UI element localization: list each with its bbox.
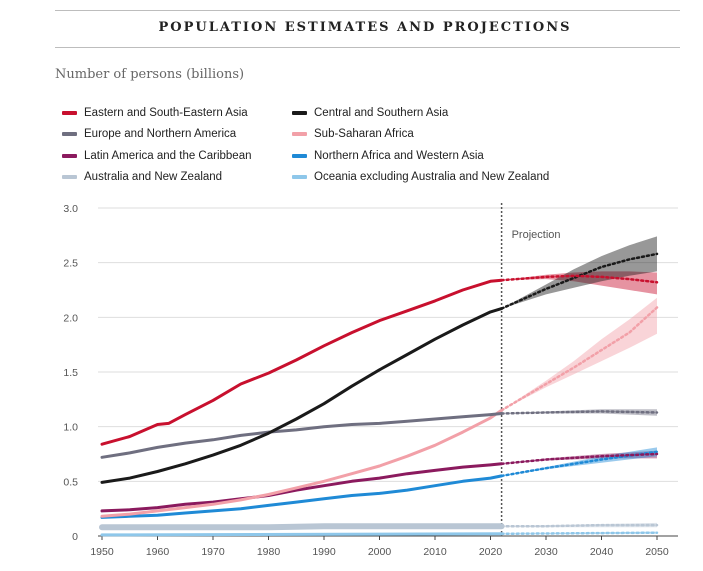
y-tick-label: 0.5	[63, 476, 78, 488]
legend-swatch	[292, 154, 307, 158]
x-tick-label: 2050	[645, 546, 669, 558]
series-line	[100, 474, 504, 519]
legend-label: Central and Southern Asia	[314, 107, 449, 119]
projection-label: Projection	[512, 229, 561, 241]
legend-item-oceania: Oceania excluding Australia and New Zeal…	[292, 171, 549, 183]
y-tick-label: 2.0	[63, 312, 78, 324]
x-tick-label: 1960	[146, 546, 170, 558]
legend-swatch	[62, 175, 77, 179]
legend-item-sub-saharan: Sub-Saharan Africa	[292, 128, 414, 140]
legend-item-australia-nz: Australia and New Zealand	[62, 171, 222, 183]
y-axis-label: Number of persons (billions)	[55, 67, 245, 82]
legend-label: Latin America and the Caribbean	[84, 150, 252, 162]
y-tick-label: 2.5	[63, 258, 78, 270]
legend-label: Oceania excluding Australia and New Zeal…	[314, 171, 550, 183]
legend-swatch	[62, 111, 77, 115]
x-tick-label: 1980	[257, 546, 281, 558]
legend-item-europe: Europe and Northern America	[62, 128, 236, 140]
projection-line	[500, 452, 659, 466]
legend-swatch	[62, 154, 77, 158]
x-tick-label: 2000	[368, 546, 392, 558]
legend-swatch	[292, 132, 307, 136]
top-rule	[55, 10, 680, 11]
projection-band	[501, 297, 657, 411]
legend-label: Northern Africa and Western Asia	[314, 150, 484, 162]
chart-title: POPULATION ESTIMATES AND PROJECTIONS	[158, 20, 572, 35]
projection-line	[500, 523, 659, 528]
projection-line	[500, 306, 659, 412]
projection-line	[500, 274, 659, 284]
y-tick-label: 3.0	[63, 203, 78, 215]
projection-line	[500, 410, 659, 415]
legend-swatch	[292, 175, 307, 179]
projection-line	[500, 252, 659, 310]
legend-swatch	[292, 111, 307, 115]
legend-label: Australia and New Zealand	[84, 171, 223, 183]
series-line	[100, 408, 504, 518]
legend-item-central-asia: Central and Southern Asia	[292, 107, 448, 119]
title-rule	[55, 47, 680, 48]
x-tick-label: 1970	[201, 546, 225, 558]
x-tick-label: 2010	[423, 546, 447, 558]
x-tick-label: 2040	[590, 546, 614, 558]
x-tick-label: 2030	[534, 546, 558, 558]
legend-item-eastern-asia: Eastern and South-Eastern Asia	[62, 107, 248, 119]
y-tick-label: 1.0	[63, 422, 78, 434]
legend-label: Eastern and South-Eastern Asia	[84, 107, 248, 119]
series-line	[100, 462, 504, 513]
x-tick-label: 2020	[479, 546, 503, 558]
y-tick-label: 1.5	[63, 367, 78, 379]
legend-item-northern-africa: Northern Africa and Western Asia	[292, 150, 484, 162]
y-tick-label: 0	[72, 531, 78, 543]
legend-swatch	[62, 132, 77, 136]
series-line	[100, 532, 504, 537]
projection-line	[500, 531, 659, 536]
series-line	[100, 307, 504, 484]
x-tick-label: 1990	[312, 546, 336, 558]
legend-item-latin-america: Latin America and the Caribbean	[62, 150, 252, 162]
series-line	[99, 523, 505, 531]
series-line	[100, 412, 504, 459]
legend-label: Sub-Saharan Africa	[314, 128, 414, 140]
x-tick-label: 1950	[90, 546, 114, 558]
series-line	[100, 278, 504, 446]
legend-label: Europe and Northern America	[84, 128, 237, 140]
